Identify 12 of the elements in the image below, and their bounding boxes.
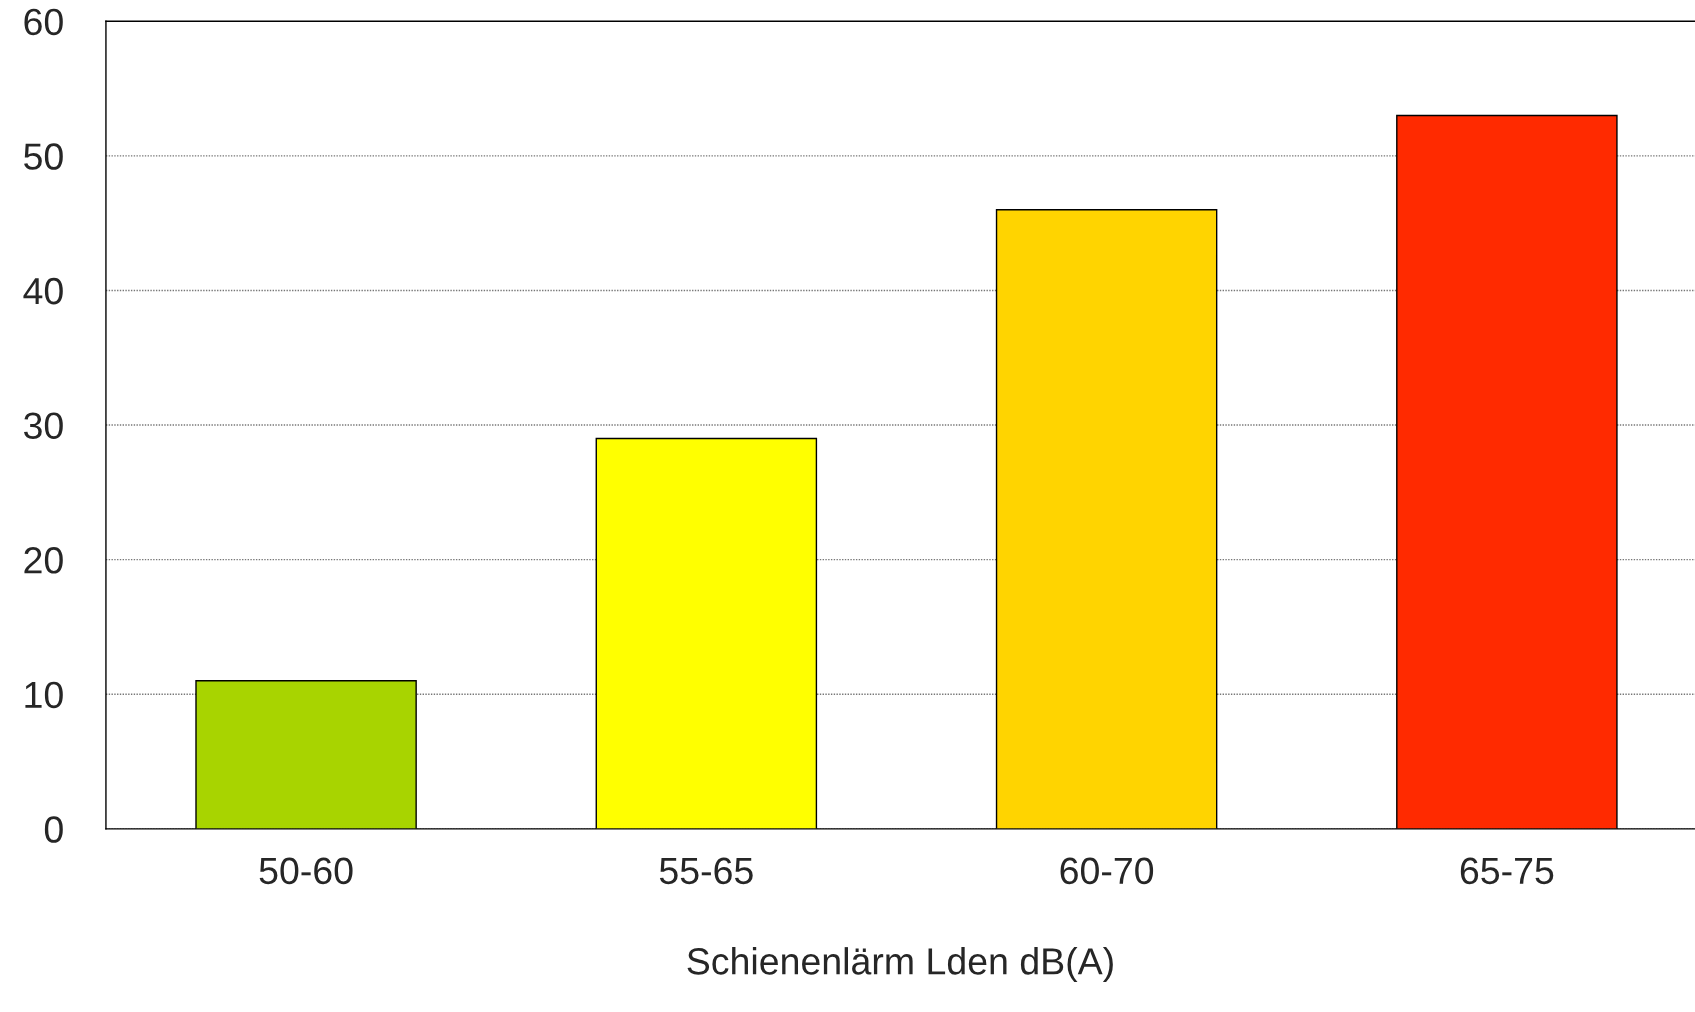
y-tick-label: 0 — [44, 816, 63, 843]
y-tick-label: 60 — [24, 8, 63, 36]
y-tick-label: 10 — [25, 681, 63, 709]
y-tick-label: 20 — [24, 547, 63, 574]
x-axis-title: Schienenlärm Lden dB(A) — [687, 947, 1113, 983]
y-tick-label: 40 — [23, 277, 63, 305]
x-tick-label: 55-65 — [659, 857, 753, 885]
y-tick-label: 50 — [24, 143, 63, 170]
x-tick-label: 65-75 — [1460, 857, 1554, 885]
y-tick-label: 30 — [23, 412, 63, 439]
x-tick-label: 60-70 — [1060, 857, 1154, 885]
x-tick-label: 50-60 — [259, 857, 353, 885]
